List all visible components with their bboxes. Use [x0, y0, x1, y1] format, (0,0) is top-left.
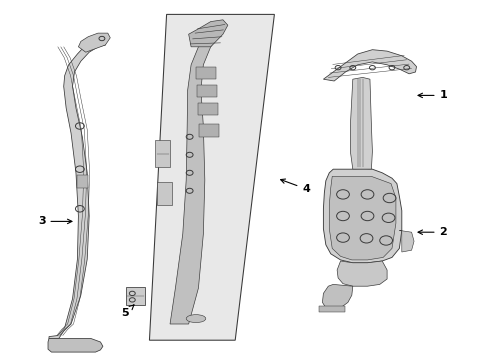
Ellipse shape — [186, 315, 206, 323]
Polygon shape — [189, 20, 228, 47]
Bar — [157, 182, 172, 205]
Text: 3: 3 — [38, 216, 72, 226]
Bar — [318, 306, 345, 312]
Polygon shape — [329, 176, 396, 260]
Bar — [198, 103, 218, 115]
Polygon shape — [322, 284, 353, 310]
Polygon shape — [399, 230, 414, 252]
Polygon shape — [48, 338, 103, 352]
Text: 5: 5 — [121, 305, 134, 318]
Bar — [77, 175, 88, 188]
Polygon shape — [49, 41, 105, 338]
Polygon shape — [350, 77, 372, 171]
Bar — [199, 124, 219, 137]
Polygon shape — [149, 14, 274, 340]
Bar — [155, 140, 170, 167]
Bar — [196, 67, 216, 79]
Text: 1: 1 — [418, 90, 447, 100]
Bar — [126, 287, 145, 305]
Polygon shape — [323, 50, 416, 81]
Polygon shape — [170, 36, 218, 324]
Text: 4: 4 — [281, 179, 310, 194]
Polygon shape — [323, 169, 402, 263]
Text: 2: 2 — [418, 227, 447, 237]
Polygon shape — [78, 33, 110, 52]
Polygon shape — [337, 261, 387, 286]
Bar — [197, 85, 217, 97]
